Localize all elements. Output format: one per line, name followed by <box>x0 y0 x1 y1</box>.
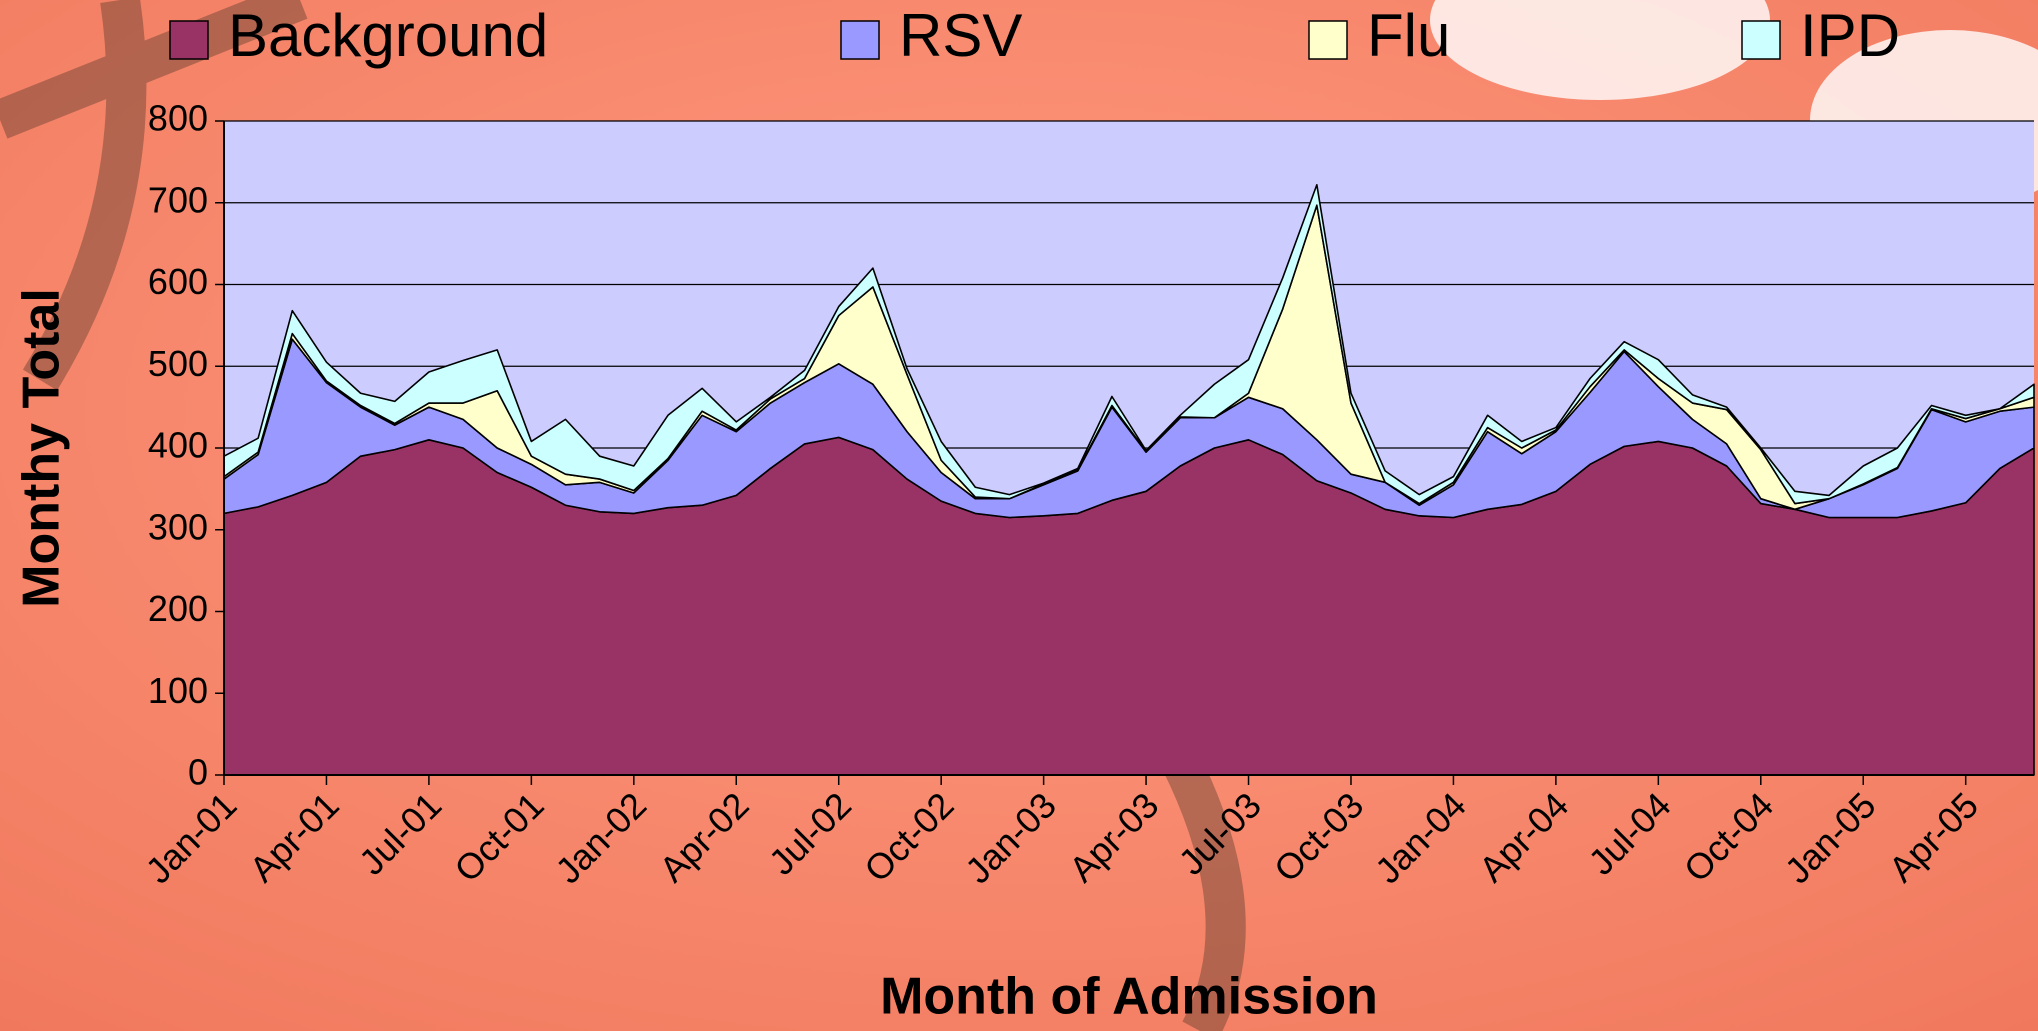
legend-swatch <box>170 21 208 59</box>
page: {"chart_data": { "type": "stacked-area",… <box>0 0 2038 1031</box>
legend-swatch <box>1742 21 1780 59</box>
y-axis-title: Monthy Total <box>13 288 71 608</box>
y-tick-label: 400 <box>148 425 208 466</box>
y-tick-label: 800 <box>148 98 208 139</box>
legend-label: Flu <box>1367 2 1450 69</box>
y-tick-label: 200 <box>148 588 208 629</box>
x-axis-title: Month of Admission <box>880 968 1378 1026</box>
chart: 0100200300400500600700800Jan-01Apr-01Jul… <box>0 0 2038 1031</box>
legend-label: Background <box>228 2 548 69</box>
y-tick-label: 600 <box>148 261 208 302</box>
y-tick-label: 0 <box>188 752 208 793</box>
legend-label: IPD <box>1800 2 1900 69</box>
legend-swatch <box>841 21 879 59</box>
y-tick-label: 500 <box>148 343 208 384</box>
legend-swatch <box>1309 21 1347 59</box>
y-tick-label: 100 <box>148 670 208 711</box>
y-tick-label: 700 <box>148 179 208 220</box>
y-tick-label: 300 <box>148 506 208 547</box>
legend-label: RSV <box>899 2 1022 69</box>
